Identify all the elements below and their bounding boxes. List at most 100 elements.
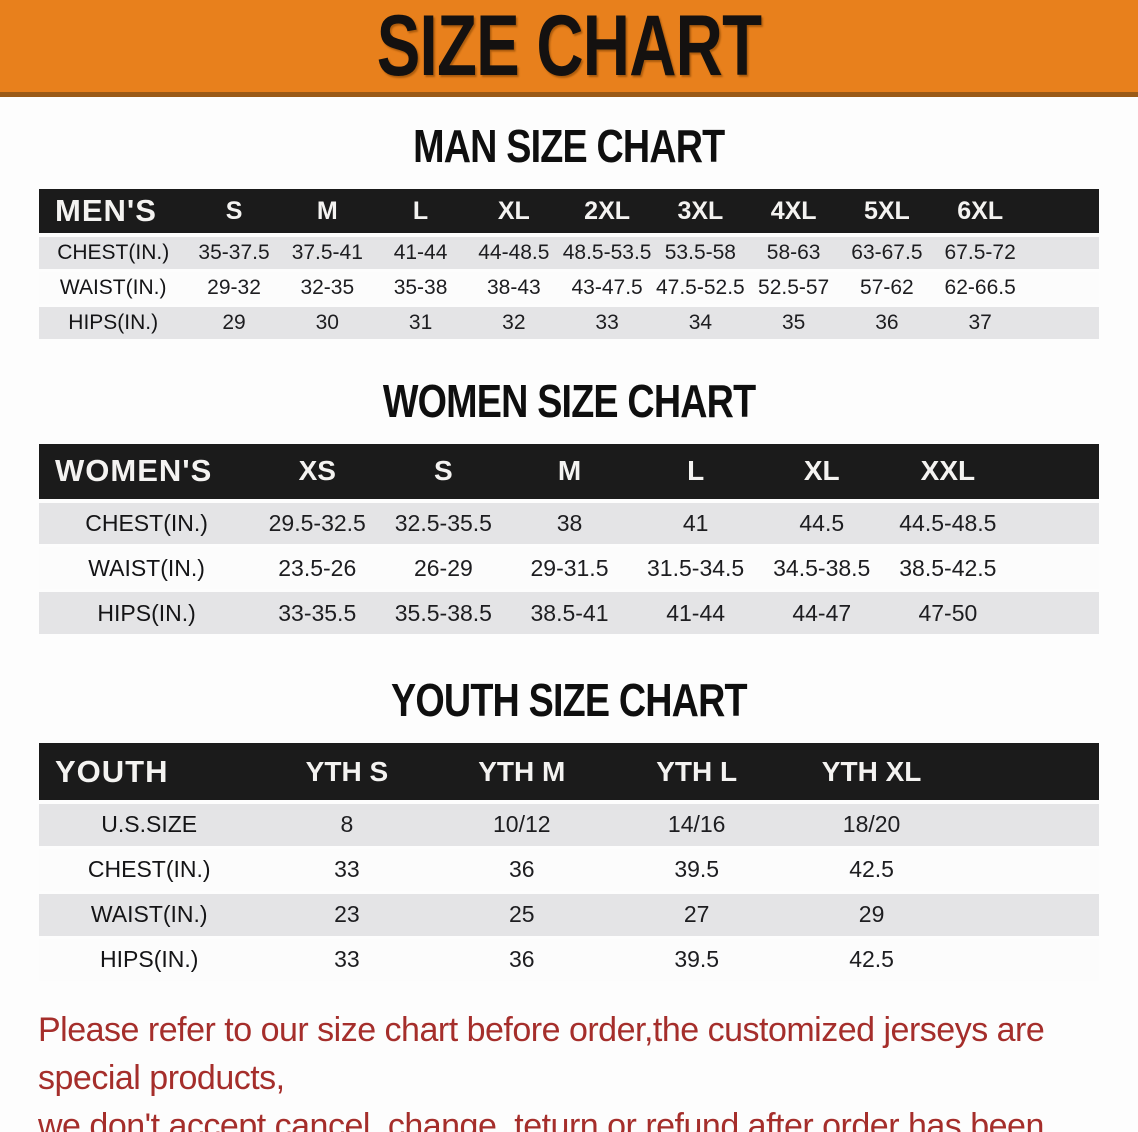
size-value: 25 — [434, 892, 610, 939]
size-value: 27 — [609, 892, 785, 939]
table-header: YOUTH YTH S YTH M YTH L YTH XL — [39, 743, 1099, 804]
row-spacer — [959, 892, 1099, 939]
size-column-header: XL — [467, 189, 561, 237]
group-label: YOUTH — [39, 743, 260, 804]
size-value: 38-43 — [467, 270, 561, 307]
size-value: 35.5-38.5 — [380, 590, 507, 637]
header-spacer — [959, 743, 1099, 804]
size-value: 18/20 — [784, 802, 960, 849]
size-value: 31 — [373, 305, 468, 342]
row-spacer — [1010, 500, 1099, 547]
table-body: CHEST(IN.) 35-37.5 37.5-41 41-44 44-48.5 48.5… — [39, 235, 1099, 342]
size-value: 32.5-35.5 — [380, 500, 507, 547]
size-column-header: 5XL — [840, 189, 934, 237]
disclaimer-line-1: Please refer to our size chart before or… — [38, 1010, 1045, 1097]
row-spacer — [959, 847, 1099, 894]
size-value: 44.5 — [758, 500, 885, 547]
size-value: 38 — [506, 500, 633, 547]
section-heading-text: YOUTH SIZE CHART — [391, 674, 748, 726]
table-header-row: MEN'S S M L XL 2XL 3XL 4XL 5XL 6XL — [39, 189, 1099, 237]
table-row: U.S.SIZE 8 10/12 14/16 18/20 — [39, 802, 1099, 849]
row-label: HIPS(IN.) — [39, 305, 188, 342]
size-table: MEN'S S M L XL 2XL 3XL 4XL 5XL 6XL CHEST(IN.) 35-37… — [39, 189, 1099, 342]
size-column-header: YTH XL — [784, 743, 960, 804]
row-label: CHEST(IN.) — [39, 235, 188, 272]
section-heading-text: MAN SIZE CHART — [413, 120, 725, 172]
table-header: MEN'S S M L XL 2XL 3XL 4XL 5XL 6XL — [39, 189, 1099, 237]
row-spacer — [959, 802, 1099, 849]
size-value: 29-32 — [187, 270, 281, 307]
size-value: 14/16 — [609, 802, 785, 849]
header-spacer — [1010, 443, 1099, 503]
size-value: 39.5 — [609, 847, 785, 894]
size-value: 41 — [632, 500, 759, 547]
size-value: 58-63 — [747, 235, 841, 272]
size-column-header: M — [280, 189, 374, 237]
table-row: HIPS(IN.) 33 36 39.5 42.5 — [39, 937, 1099, 984]
size-column-header: XXL — [884, 443, 1011, 503]
size-value: 36 — [840, 305, 934, 342]
size-column-header: 6XL — [933, 189, 1027, 237]
section-heading-text: WOMEN SIZE CHART — [382, 374, 756, 427]
size-value: 33 — [259, 937, 435, 984]
row-spacer — [1010, 590, 1099, 637]
size-value: 48.5-53.5 — [560, 235, 654, 272]
size-value: 31.5-34.5 — [632, 545, 759, 592]
size-value: 67.5-72 — [933, 235, 1027, 272]
size-column-header: 2XL — [560, 189, 654, 237]
table-row: WAIST(IN.) 29-32 32-35 35-38 38-43 43-47.5 47.… — [39, 270, 1099, 307]
size-value: 38.5-42.5 — [884, 545, 1011, 592]
size-value: 30 — [280, 305, 374, 342]
size-value: 10/12 — [434, 802, 610, 849]
size-value: 37.5-41 — [280, 235, 374, 272]
size-value: 34 — [653, 305, 747, 342]
size-value: 29 — [784, 892, 960, 939]
row-label: WAIST(IN.) — [39, 270, 188, 307]
table-row: WAIST(IN.) 23.5-26 26-29 29-31.5 31.5-34.5 34… — [39, 545, 1099, 592]
size-column-header: M — [506, 443, 633, 503]
group-label: WOMEN'S — [39, 443, 255, 503]
size-value: 52.5-57 — [747, 270, 841, 307]
row-label: WAIST(IN.) — [39, 892, 260, 939]
size-value: 26-29 — [380, 545, 507, 592]
size-value: 34.5-38.5 — [758, 545, 885, 592]
size-value: 32-35 — [280, 270, 374, 307]
table-body: CHEST(IN.) 29.5-32.5 32.5-35.5 38 41 44.5 44.5… — [39, 500, 1099, 637]
size-column-header: 3XL — [653, 189, 747, 237]
size-column-header: S — [187, 189, 281, 237]
size-value: 33-35.5 — [254, 590, 381, 637]
size-value: 44-48.5 — [467, 235, 561, 272]
size-value: 36 — [434, 847, 610, 894]
table-row: WAIST(IN.) 23 25 27 29 — [39, 892, 1099, 939]
row-label: CHEST(IN.) — [39, 500, 255, 547]
size-value: 42.5 — [784, 937, 960, 984]
size-value: 35 — [747, 305, 841, 342]
size-column-header: YTH S — [259, 743, 435, 804]
table-header: WOMEN'S XS S M L XL XXL — [39, 443, 1099, 503]
row-label: WAIST(IN.) — [39, 545, 255, 592]
section-heading: YOUTH SIZE CHART — [0, 677, 1138, 723]
sections: MAN SIZE CHART MEN'S S M L XL 2XL 3XL 4XL 5XL 6XL C… — [0, 123, 1138, 984]
row-label: HIPS(IN.) — [39, 590, 255, 637]
size-value: 41-44 — [373, 235, 468, 272]
section-heading: MAN SIZE CHART — [0, 123, 1138, 169]
table-row: CHEST(IN.) 35-37.5 37.5-41 41-44 44-48.5 48.5… — [39, 235, 1099, 272]
page-title: SIZE CHART — [376, 0, 762, 94]
size-value: 29 — [187, 305, 281, 342]
size-value: 62-66.5 — [933, 270, 1027, 307]
size-value: 29-31.5 — [506, 545, 633, 592]
group-label: MEN'S — [39, 189, 188, 237]
size-value: 53.5-58 — [653, 235, 747, 272]
size-value: 37 — [933, 305, 1027, 342]
size-column-header: L — [632, 443, 759, 503]
size-table: YOUTH YTH S YTH M YTH L YTH XL U.S.SIZE 8 10/12… — [39, 743, 1099, 984]
size-value: 57-62 — [840, 270, 934, 307]
size-value: 63-67.5 — [840, 235, 934, 272]
size-value: 35-38 — [373, 270, 468, 307]
size-column-header: XL — [758, 443, 885, 503]
size-column-header: L — [373, 189, 468, 237]
size-value: 43-47.5 — [560, 270, 654, 307]
row-spacer — [959, 937, 1099, 984]
size-value: 47.5-52.5 — [653, 270, 747, 307]
row-label: U.S.SIZE — [39, 802, 260, 849]
